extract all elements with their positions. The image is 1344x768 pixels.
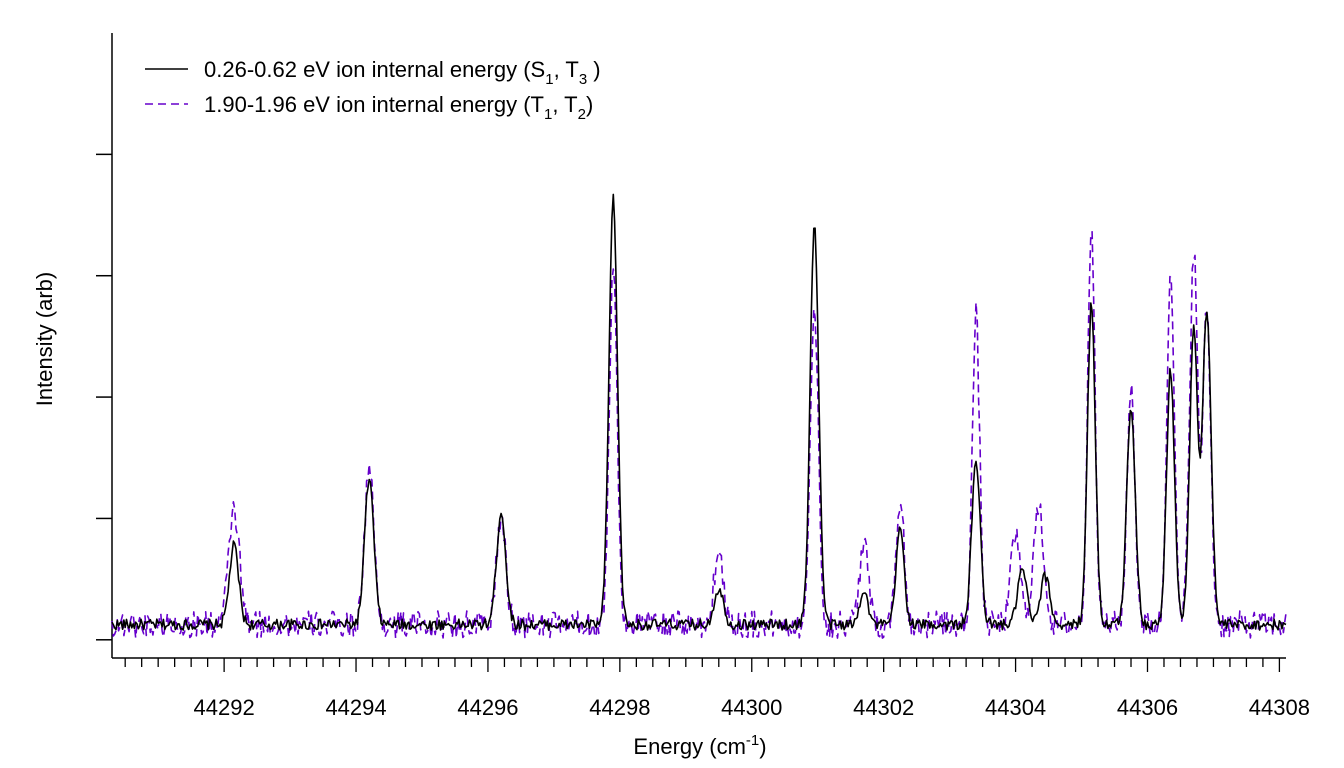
x-axis-label: Energy (cm-1) [633,732,766,759]
legend: 0.26-0.62 eV ion internal energy (S1, T3… [145,57,601,123]
x-tick-label-44298: 44298 [589,695,650,720]
x-tick-label-44308: 44308 [1249,695,1310,720]
x-tick-label-44292: 44292 [194,695,255,720]
x-tick-label-44302: 44302 [853,695,914,720]
y-ticks [96,153,112,641]
legend-text-series-1: 0.26-0.62 eV ion internal energy (S1, T3… [204,57,601,88]
x-tick-labels: 44292 44294 44296 44298 44300 44302 44304 44306… [194,695,1310,720]
y-axis-label: Intensity (arb) [32,272,57,407]
legend-text-series-2: 1.90-1.96 eV ion internal energy (T1, T2… [204,92,593,123]
series-line-2 [111,231,1287,639]
series-layer [111,193,1287,639]
x-ticks [124,658,1281,672]
x-tick-label-44306: 44306 [1117,695,1178,720]
x-tick-label-44300: 44300 [721,695,782,720]
x-tick-label-44304: 44304 [985,695,1046,720]
axes [111,33,1286,659]
legend-entry-series-1: 0.26-0.62 eV ion internal energy (S1, T3… [145,57,601,88]
legend-entry-series-2: 1.90-1.96 eV ion internal energy (T1, T2… [145,92,593,123]
series-line-1 [111,193,1287,631]
x-tick-label-44296: 44296 [457,695,518,720]
x-tick-label-44294: 44294 [325,695,386,720]
